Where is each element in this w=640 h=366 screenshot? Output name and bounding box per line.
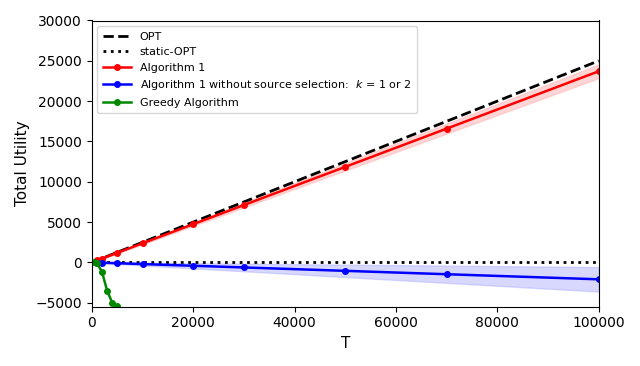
static-OPT: [88, 260, 96, 264]
Algorithm 1: [240, 203, 248, 207]
static-OPT: [332, 260, 339, 264]
Algorithm 1 without source selection:  $k$ = 1 or 2: (5e+04, -1.05e+03): $k$ = 1 or 2: (5e+04, -1.05e+03): [342, 269, 349, 273]
OPT: [329, 164, 337, 169]
Greedy Algorithm: [113, 304, 121, 308]
OPT: [332, 163, 339, 168]
Algorithm 1: [98, 256, 106, 261]
Algorithm 1: [93, 258, 101, 263]
Algorithm 1 without source selection:  $k$ = 1 or 2: (3e+04, -630): $k$ = 1 or 2: (3e+04, -630): [240, 265, 248, 270]
OPT: [595, 59, 602, 63]
Algorithm 1: [443, 126, 451, 131]
Greedy Algorithm: [93, 261, 101, 265]
Algorithm 1 without source selection:  $k$ = 1 or 2: (1e+03, -21): $k$ = 1 or 2: (1e+03, -21): [93, 260, 101, 265]
OPT: [362, 151, 370, 156]
OPT: [88, 260, 96, 265]
Line: Algorithm 1 without source selection:  $k$ = 1 or 2: Algorithm 1 without source selection: $k…: [94, 260, 602, 282]
Algorithm 1 without source selection:  $k$ = 1 or 2: (2e+03, -42): $k$ = 1 or 2: (2e+03, -42): [98, 261, 106, 265]
Legend: OPT, static-OPT, Algorithm 1, Algorithm 1 without source selection:  $k$ = 1 or : OPT, static-OPT, Algorithm 1, Algorithm …: [97, 26, 417, 113]
Line: Algorithm 1: Algorithm 1: [94, 68, 602, 263]
Algorithm 1 without source selection:  $k$ = 1 or 2: (7e+04, -1.47e+03): $k$ = 1 or 2: (7e+04, -1.47e+03): [443, 272, 451, 276]
Greedy Algorithm: [98, 270, 106, 274]
OPT: [582, 63, 590, 68]
static-OPT: [390, 260, 397, 264]
static-OPT: [582, 260, 590, 264]
Greedy Algorithm: [103, 288, 111, 293]
Algorithm 1 without source selection:  $k$ = 1 or 2: (1e+05, -2.1e+03): $k$ = 1 or 2: (1e+05, -2.1e+03): [595, 277, 602, 281]
Algorithm 1 without source selection:  $k$ = 1 or 2: (2e+04, -420): $k$ = 1 or 2: (2e+04, -420): [189, 264, 197, 268]
Algorithm 1: [595, 69, 602, 74]
Line: Greedy Algorithm: Greedy Algorithm: [92, 259, 120, 309]
static-OPT: [329, 260, 337, 264]
Algorithm 1: [113, 251, 121, 255]
Greedy Algorithm: [108, 300, 116, 305]
Algorithm 1: [342, 165, 349, 169]
Algorithm 1: [189, 222, 197, 226]
Y-axis label: Total Utility: Total Utility: [15, 121, 30, 206]
Greedy Algorithm: [91, 260, 99, 264]
Algorithm 1 without source selection:  $k$ = 1 or 2: (5e+03, -105): $k$ = 1 or 2: (5e+03, -105): [113, 261, 121, 265]
static-OPT: [504, 260, 511, 264]
static-OPT: [362, 260, 370, 264]
Algorithm 1: [139, 241, 147, 246]
Algorithm 1 without source selection:  $k$ = 1 or 2: (1e+04, -210): $k$ = 1 or 2: (1e+04, -210): [139, 262, 147, 266]
Line: OPT: OPT: [92, 61, 598, 262]
OPT: [504, 95, 511, 99]
X-axis label: T: T: [340, 336, 350, 351]
static-OPT: [595, 260, 602, 264]
OPT: [390, 140, 397, 145]
